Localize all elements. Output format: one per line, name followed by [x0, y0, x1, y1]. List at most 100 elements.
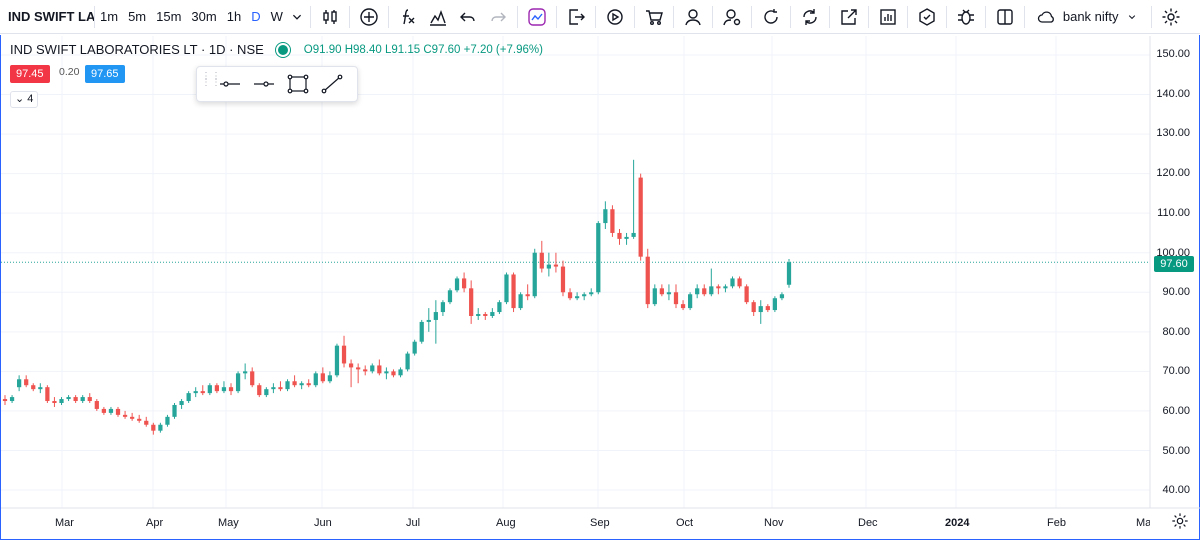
indicators-fx-icon[interactable] — [393, 3, 423, 31]
trading-cart-icon[interactable] — [639, 3, 669, 31]
candle-body — [702, 288, 707, 295]
candle-body — [257, 385, 262, 396]
trend-line-icon[interactable] — [315, 69, 349, 99]
candle-body — [334, 345, 340, 376]
replay-icon[interactable] — [600, 3, 630, 31]
rectangle-icon[interactable] — [281, 69, 315, 99]
candle-body — [87, 397, 92, 402]
drag-handle-icon[interactable]: ⋮⋮ ⋮⋮ — [201, 71, 221, 88]
candle-body — [532, 252, 537, 297]
candle-body — [94, 401, 99, 409]
bug-icon[interactable] — [951, 3, 981, 31]
candle-body — [624, 236, 629, 239]
candle-body — [723, 286, 728, 289]
candle-body — [299, 383, 304, 386]
candle-body — [652, 288, 657, 305]
x-tick-label: Mar — [1136, 517, 1150, 529]
candle-body — [560, 266, 566, 293]
symbol-title: IND SWIFT LABORATORIES LT · 1D · NSE — [10, 42, 264, 57]
candle-body — [122, 414, 128, 417]
y-tick-label: 40.00 — [1162, 484, 1190, 496]
candle-body — [695, 288, 700, 295]
open-external-icon[interactable] — [834, 3, 864, 31]
undo-icon[interactable] — [453, 3, 483, 31]
candle-body — [469, 288, 474, 316]
chart-settings-gear-icon[interactable] — [1171, 512, 1189, 530]
chevron-down-icon: ⌄ — [15, 93, 25, 105]
settings-gear-icon[interactable] — [1156, 3, 1186, 31]
sync-icon[interactable] — [795, 3, 825, 31]
candle-body — [285, 381, 290, 390]
candle-body — [186, 393, 191, 402]
indicators-collapse-toggle[interactable]: ⌄ 4 — [10, 91, 39, 108]
toolbar-divider — [633, 5, 635, 28]
interval-5m[interactable]: 5m — [128, 8, 147, 24]
horizontal-ray-icon[interactable] — [213, 69, 247, 99]
candle-body — [744, 286, 749, 303]
toolbar-divider — [387, 5, 389, 28]
candle-body — [66, 397, 71, 400]
candle-body — [659, 288, 664, 295]
candle-body — [631, 232, 636, 237]
candle-body — [518, 294, 523, 309]
export-icon[interactable] — [561, 3, 591, 31]
layout-split-icon[interactable] — [990, 3, 1020, 31]
interval-1m[interactable]: 1m — [100, 8, 119, 24]
candle-body — [38, 387, 43, 390]
candles-chart-type-icon[interactable] — [315, 3, 345, 31]
data-window-icon[interactable] — [873, 3, 903, 31]
candle-body — [772, 298, 777, 311]
symbol-search[interactable]: IND SWIFT LA — [0, 5, 95, 28]
candle-body — [264, 389, 269, 396]
candle-body — [313, 373, 318, 386]
toolbar-divider — [828, 5, 830, 28]
candle-body — [730, 278, 735, 287]
series-legend: IND SWIFT LABORATORIES LT · 1D · NSE O91… — [10, 42, 543, 57]
interval-30m[interactable]: 30m — [191, 8, 217, 24]
sell-button[interactable]: 97.45 — [10, 65, 50, 83]
candle-body — [603, 209, 608, 224]
ohlc-values: O91.90 H98.40 L91.15 C97.60 +7.20 (+7.96… — [303, 43, 543, 56]
candle-body — [645, 256, 650, 305]
horizontal-line-icon[interactable] — [247, 69, 281, 99]
user-icon[interactable] — [678, 3, 708, 31]
x-tick-label: Oct — [676, 517, 694, 529]
candle-body — [228, 387, 234, 392]
y-tick-label: 90.00 — [1162, 286, 1190, 298]
interval-1h[interactable]: 1h — [226, 8, 242, 24]
candle-body — [137, 418, 142, 421]
templates-icon[interactable] — [423, 3, 453, 31]
candle-body — [412, 341, 417, 354]
candle-body — [207, 385, 212, 394]
alerts-gradient-icon[interactable] — [522, 3, 552, 31]
y-tick-label: 60.00 — [1162, 405, 1190, 417]
candle-body — [737, 278, 742, 287]
interval-15m[interactable]: 15m — [156, 8, 182, 24]
x-tick-label: Nov — [764, 517, 784, 529]
interval-dropdown-chevron-icon[interactable] — [288, 3, 306, 31]
watchlist-cloud-button[interactable]: bank nifty — [1029, 3, 1147, 31]
redo-icon[interactable] — [483, 3, 513, 31]
toolbar-divider — [594, 5, 596, 28]
candle-body — [779, 294, 785, 299]
x-tick-label: Mar — [55, 517, 74, 529]
candle-body — [80, 397, 85, 402]
candle-body — [525, 294, 530, 297]
candle-body — [483, 314, 488, 316]
interval-d[interactable]: D — [251, 8, 261, 24]
toolbar-divider — [555, 5, 557, 28]
y-tick-label: 70.00 — [1162, 365, 1190, 377]
candle-body — [553, 264, 559, 267]
candle-body — [461, 278, 467, 289]
candle-body — [101, 408, 107, 413]
interval-w[interactable]: W — [270, 8, 283, 24]
buy-button[interactable]: 97.65 — [85, 65, 125, 83]
candle-body — [151, 424, 156, 431]
shield-check-icon[interactable] — [912, 3, 942, 31]
candle-body — [476, 314, 481, 316]
candle-body — [758, 306, 763, 313]
compare-plus-icon[interactable] — [354, 3, 384, 31]
refresh-icon[interactable] — [756, 3, 786, 31]
user-settings-icon[interactable] — [717, 3, 747, 31]
top-toolbar: IND SWIFT LA 1m 5m 15m 30m 1h D W bank n… — [0, 0, 1200, 34]
